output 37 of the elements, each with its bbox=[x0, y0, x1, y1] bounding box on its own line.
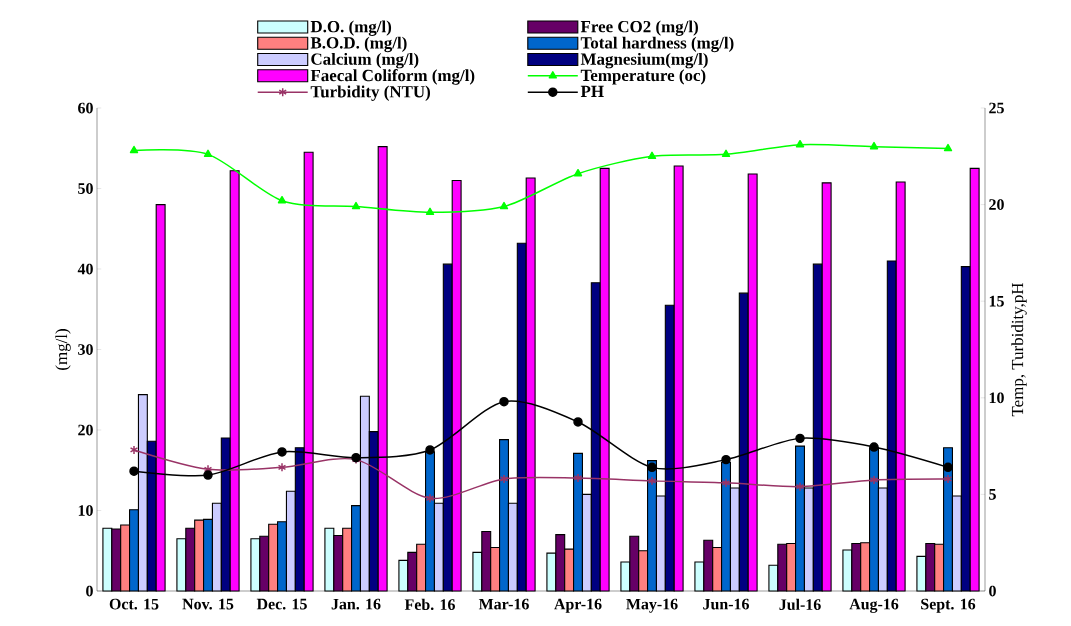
legend-label: Temperature (oc) bbox=[580, 69, 706, 85]
legend-label: Turbidity (NTU) bbox=[310, 85, 431, 101]
x-tick-label: Oct. 15 bbox=[109, 598, 159, 610]
legend-label: Magnesium(mg/l) bbox=[580, 52, 708, 69]
y2-tick-label: 15 bbox=[989, 295, 1004, 307]
x-tick-label: Jun-16 bbox=[703, 598, 750, 610]
y-tick-label: 50 bbox=[78, 183, 93, 194]
x-tick-label: Dec. 15 bbox=[256, 598, 307, 610]
x-tick-label: Nov. 15 bbox=[182, 598, 234, 610]
legend-label: PH bbox=[580, 85, 604, 97]
x-tick-label: Sept. 16 bbox=[921, 598, 976, 613]
y-tick-label: 40 bbox=[77, 263, 93, 275]
y2-axis-title: Temp, Turbidity,pH bbox=[1011, 282, 1027, 417]
legend-label: Free CO2 (mg/l) bbox=[580, 20, 698, 36]
legend-label: Faecal Coliform (mg/l) bbox=[310, 69, 475, 85]
y-tick-label: 10 bbox=[78, 505, 93, 516]
x-tick-label: Mar-16 bbox=[478, 598, 529, 610]
x-tick-label: Jan. 16 bbox=[331, 598, 381, 610]
legend-label: Calcium (mg/l) bbox=[311, 52, 419, 69]
legend-label: D.O. (mg/l) bbox=[310, 20, 392, 36]
y2-tick-label: 10 bbox=[989, 392, 1004, 404]
y2-tick-label: 25 bbox=[989, 102, 1004, 114]
legend-label: Total hardness (mg/l) bbox=[580, 36, 734, 53]
y2-tick-label: 20 bbox=[989, 199, 1004, 210]
x-tick-label: Jul-16 bbox=[779, 598, 821, 611]
y-tick-label: 0 bbox=[86, 585, 93, 597]
x-tick-label: May-16 bbox=[626, 598, 678, 613]
y2-tick-label: 0 bbox=[989, 585, 996, 597]
y-tick-label: 60 bbox=[78, 102, 93, 114]
y2-tick-label: 5 bbox=[989, 489, 996, 500]
y-axis-title: (mg/l) bbox=[55, 329, 71, 370]
x-tick-label: Aug-16 bbox=[849, 598, 899, 613]
x-tick-label: Apr-16 bbox=[554, 598, 602, 613]
legend-label: B.O.D. (mg/l) bbox=[310, 36, 407, 53]
y-tick-label: 30 bbox=[78, 344, 93, 355]
x-tick-label: Feb. 16 bbox=[404, 598, 455, 611]
y-tick-label: 20 bbox=[78, 424, 93, 436]
